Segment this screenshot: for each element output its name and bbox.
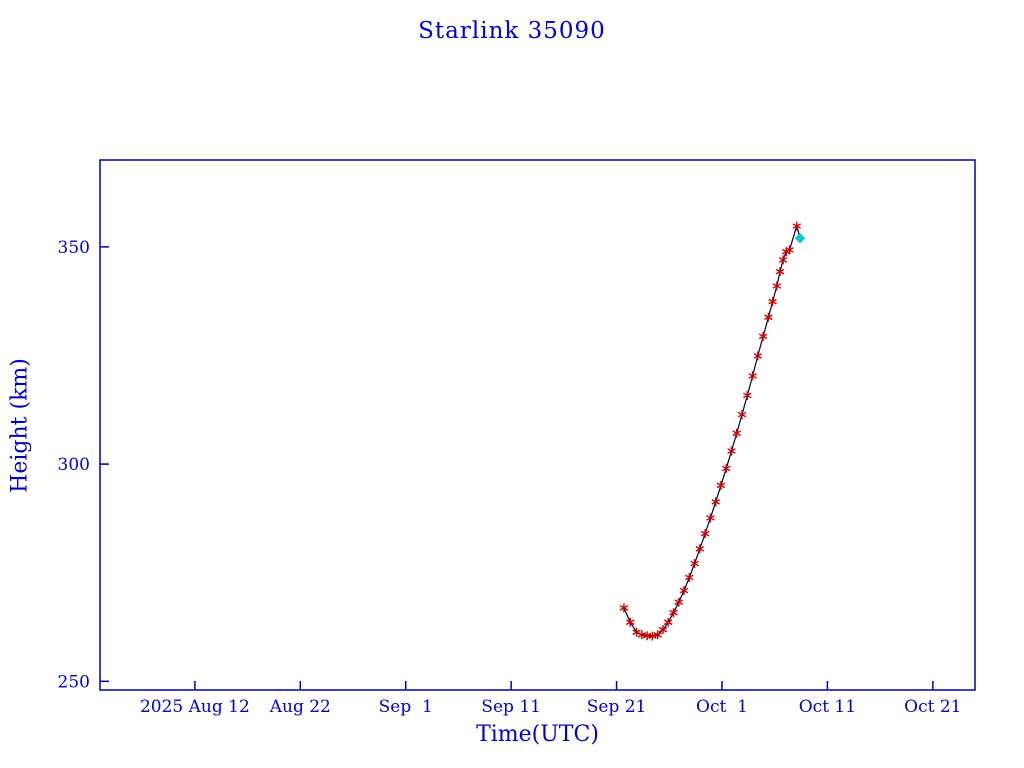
- x-tick-label: Sep 11: [481, 697, 541, 717]
- x-tick-label: Oct 1: [696, 697, 748, 717]
- data-point-marker: [658, 625, 668, 635]
- data-point-marker: [690, 559, 699, 569]
- data-point-marker: [648, 631, 657, 641]
- data-point-marker: [772, 281, 782, 291]
- data-point-marker: [721, 463, 731, 473]
- data-point-marker: [792, 221, 802, 231]
- plot-frame: [99, 159, 976, 691]
- y-tick-label: 250: [58, 672, 90, 692]
- data-point-marker: [785, 245, 794, 255]
- data-point-marker: [764, 312, 773, 322]
- data-point-marker: [711, 497, 720, 507]
- data-point-marker: [695, 544, 705, 554]
- data-point-marker: [674, 597, 684, 607]
- data-point-marker: [732, 428, 741, 438]
- data-point-marker: [685, 573, 694, 582]
- data-point-marker: [626, 617, 635, 627]
- data-point-marker: [758, 331, 768, 341]
- x-tick-label: Sep 21: [587, 697, 647, 717]
- data-point-marker: [679, 586, 689, 595]
- data-point-marker: [700, 529, 710, 539]
- data-point-marker: [653, 630, 662, 640]
- x-tick-label: Oct 21: [904, 697, 961, 717]
- data-point-marker: [753, 351, 763, 361]
- data-point-marker: [778, 255, 788, 265]
- data-point-marker: [775, 267, 785, 277]
- data-point-marker: [706, 513, 715, 523]
- data-point-marker: [619, 603, 629, 613]
- data-point-marker: [768, 297, 777, 307]
- x-tick-label: Sep 1: [379, 697, 433, 717]
- x-axis-label: Time(UTC): [476, 722, 599, 747]
- latest-data-point-marker: [794, 232, 806, 244]
- data-point-marker: [669, 608, 678, 618]
- chart-title: Starlink 35090: [418, 18, 606, 44]
- x-tick-label: Oct 11: [799, 697, 856, 717]
- data-point-marker: [716, 480, 726, 490]
- y-tick-label: 300: [58, 455, 90, 475]
- data-point-marker: [748, 371, 757, 381]
- x-tick-label: Aug 22: [269, 697, 331, 717]
- data-point-marker: [727, 446, 736, 456]
- data-point-marker: [737, 410, 747, 420]
- data-point-marker: [663, 617, 673, 627]
- data-point-marker: [632, 627, 641, 637]
- y-axis-label: Height (km): [7, 358, 33, 493]
- x-tick-label: 2025 Aug 12: [140, 697, 250, 717]
- y-tick-label: 350: [58, 238, 90, 258]
- data-point-marker: [743, 391, 752, 400]
